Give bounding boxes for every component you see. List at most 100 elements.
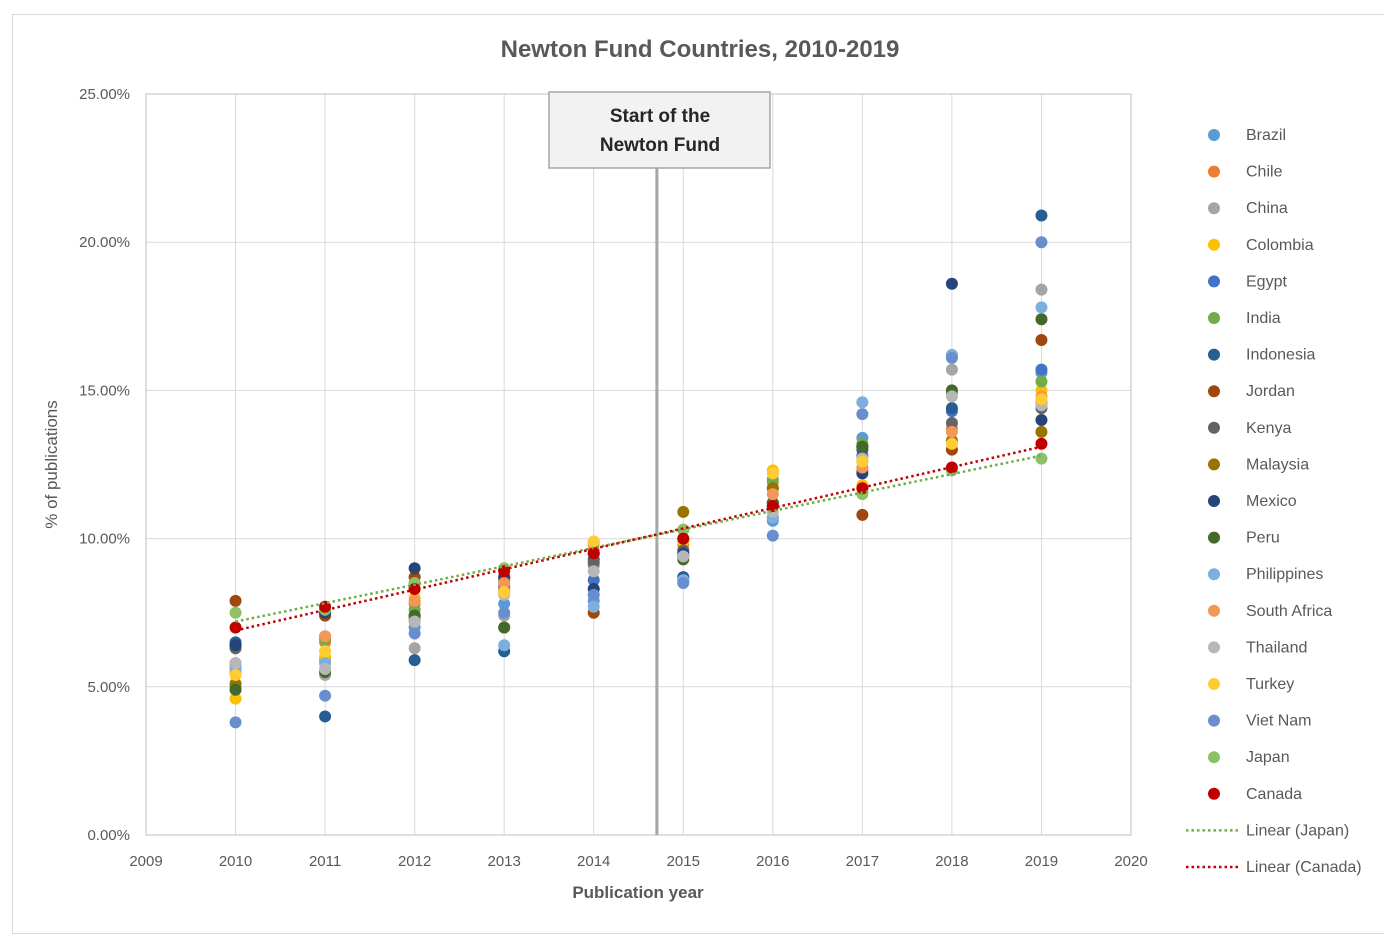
data-point: [319, 630, 332, 643]
data-point: [766, 488, 779, 501]
data-point: [945, 437, 958, 450]
legend-marker: [1208, 238, 1220, 251]
x-tick-label: 2011: [309, 853, 341, 870]
legend-marker: [1208, 458, 1220, 471]
data-point: [1035, 313, 1048, 326]
data-point: [1035, 283, 1048, 296]
data-point: [229, 639, 242, 652]
data-point: [229, 621, 242, 634]
data-point: [498, 565, 511, 578]
x-tick-label: 2012: [398, 853, 431, 870]
legend-item: Linear (Japan): [1246, 822, 1349, 839]
legend-item: Malaysia: [1246, 456, 1309, 473]
legend-item: India: [1246, 310, 1281, 327]
legend-item: Jordan: [1246, 383, 1295, 400]
x-tick-label: 2020: [1114, 853, 1147, 870]
data-point: [498, 621, 511, 634]
legend-marker: [1208, 751, 1220, 764]
legend-marker: [1208, 678, 1220, 690]
legend-item: Chile: [1246, 164, 1283, 181]
data-point: [945, 390, 958, 403]
data-point: [229, 692, 242, 705]
data-point: [677, 532, 690, 545]
legend-marker: [1208, 641, 1220, 654]
data-point: [319, 710, 332, 723]
data-point: [408, 562, 421, 575]
data-point: [1035, 452, 1048, 465]
legend-item: Colombia: [1246, 237, 1314, 254]
data-point: [229, 668, 242, 681]
x-tick-label: 2018: [935, 853, 968, 870]
x-tick-label: 2017: [846, 853, 879, 870]
data-point: [856, 508, 869, 521]
data-point: [945, 417, 958, 430]
data-point: [945, 277, 958, 290]
data-point: [408, 615, 421, 628]
legend-marker: [1208, 348, 1220, 361]
data-point: [408, 642, 421, 655]
legend-item: Kenya: [1246, 420, 1291, 437]
data-point: [945, 461, 958, 474]
legend-marker: [1208, 275, 1220, 288]
data-point: [1035, 437, 1048, 450]
legend-item: Canada: [1246, 786, 1302, 803]
data-point: [498, 577, 511, 590]
legend-marker: [1208, 129, 1220, 141]
data-point: [1035, 375, 1048, 388]
y-tick-label: 20.00%: [79, 234, 130, 251]
legend-marker: [1208, 495, 1220, 507]
data-point: [677, 550, 690, 563]
y-tick-label: 0.00%: [87, 827, 130, 844]
data-point: [498, 606, 511, 619]
annotation-text: Newton Fund: [600, 135, 720, 156]
legend-item: Japan: [1246, 749, 1290, 766]
data-point: [945, 351, 958, 364]
legend-item: China: [1246, 200, 1288, 217]
data-point: [766, 529, 779, 542]
data-point: [1035, 393, 1048, 406]
legend-marker: [1208, 312, 1220, 324]
legend-item: Linear (Canada): [1246, 859, 1362, 876]
data-point: [945, 402, 958, 415]
data-point: [408, 627, 421, 640]
data-point: [319, 689, 332, 702]
legend-marker: [1208, 604, 1220, 617]
data-point: [229, 683, 242, 696]
legend-marker: [1208, 202, 1220, 215]
x-axis-title: Publication year: [572, 883, 704, 902]
data-point: [945, 363, 958, 376]
data-point: [319, 645, 332, 658]
data-point: [229, 716, 242, 729]
legend-item: Turkey: [1246, 676, 1294, 693]
data-point: [945, 425, 958, 438]
data-point: [587, 574, 600, 587]
y-tick-label: 25.00%: [79, 86, 130, 103]
x-tick-label: 2015: [667, 853, 700, 870]
data-point: [587, 565, 600, 578]
data-point: [587, 535, 600, 548]
legend-marker: [1208, 531, 1220, 544]
data-point: [229, 606, 242, 619]
annotation-text: Start of the: [610, 106, 710, 127]
data-point: [587, 556, 600, 569]
plot-area-border: [145, 93, 1132, 836]
data-point: [1035, 363, 1048, 376]
data-point: [319, 663, 332, 676]
data-point: [856, 455, 869, 468]
legend-item: South Africa: [1246, 603, 1332, 620]
legend-item: Philippines: [1246, 566, 1323, 583]
x-tick-label: 2014: [577, 853, 610, 870]
x-tick-label: 2009: [129, 853, 162, 870]
data-point: [856, 408, 869, 421]
data-point: [1035, 334, 1048, 347]
legend-item: Indonesia: [1246, 347, 1315, 364]
legend-item: Egypt: [1246, 273, 1287, 290]
data-point: [1035, 301, 1048, 314]
legend-marker: [1208, 787, 1220, 800]
legend-marker: [1208, 385, 1220, 398]
x-tick-label: 2019: [1025, 853, 1058, 870]
legend-marker: [1208, 714, 1220, 727]
data-point: [587, 600, 600, 613]
legend-item: Thailand: [1246, 639, 1307, 656]
